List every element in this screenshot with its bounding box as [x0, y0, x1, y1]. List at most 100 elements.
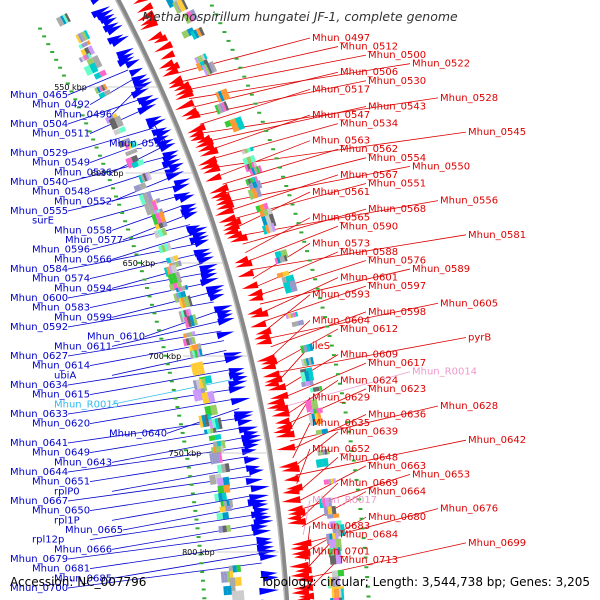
- outer-feature-block: [215, 88, 231, 103]
- feature-stripe: [241, 149, 246, 155]
- feature-stripe: [130, 148, 138, 155]
- inner-feature-block: [167, 271, 183, 286]
- feature-stripe: [163, 243, 169, 252]
- feature-stripe: [207, 390, 216, 403]
- inner-marker: [38, 27, 43, 30]
- feature-stripe: [83, 41, 89, 47]
- feature-stripe: [235, 576, 242, 587]
- right-gene-label: Mhun_0617: [368, 358, 426, 369]
- left-gene-label: Mhun_0641: [10, 438, 68, 449]
- inner-marker: [107, 179, 112, 182]
- right-leader-line: [213, 123, 339, 159]
- outer-feature-block: [326, 513, 340, 519]
- inner-marker: [104, 170, 109, 173]
- left-leader-line: [89, 427, 243, 454]
- outer-marker: [327, 335, 332, 338]
- feature-stripe: [268, 213, 277, 227]
- kbp-tick-label: 550 kbp: [54, 83, 87, 92]
- outer-marker: [347, 430, 352, 433]
- forward-gene-arrow-shape: [260, 357, 278, 365]
- right-leader-line: [289, 405, 439, 442]
- feature-stripe: [173, 293, 179, 304]
- forward-gene-arrow-shape: [294, 552, 310, 560]
- forward-gene-arrow: [235, 259, 253, 268]
- forward-gene-arrow-shape: [185, 110, 201, 120]
- inner-marker: [175, 406, 180, 409]
- feature-stripe: [276, 272, 281, 279]
- left-gene-label: Mhun_0549: [32, 158, 90, 169]
- inner-marker: [202, 597, 207, 600]
- outer-feature-block: [317, 448, 330, 456]
- reverse-gene-arrow: [199, 277, 219, 287]
- feature-stripe: [301, 381, 306, 388]
- forward-gene-arrow-shape: [175, 85, 194, 96]
- left-gene-label: Mhun_0504: [10, 119, 68, 130]
- forward-gene-arrow-shape: [223, 226, 240, 235]
- forward-gene-arrow: [266, 401, 286, 409]
- feature-stripe: [218, 492, 224, 501]
- inner-feature-block: [93, 69, 107, 80]
- outer-marker: [354, 478, 359, 481]
- feature-stripe: [307, 357, 312, 366]
- feature-stripe: [209, 453, 214, 465]
- reverse-gene-arrow: [249, 494, 269, 502]
- feature-stripe: [319, 407, 323, 414]
- accession-text: Accession: NC_007796: [10, 575, 147, 589]
- kbp-tick-label: 700 kbp: [149, 352, 182, 361]
- feature-stripe: [336, 588, 340, 600]
- genome-title: Methanospirillum hungatei JF-1, complete…: [142, 9, 458, 24]
- reverse-gene-arrow-shape: [262, 574, 279, 582]
- feature-stripe: [98, 91, 106, 99]
- outer-marker: [284, 185, 289, 188]
- forward-gene-arrow-shape: [276, 443, 296, 451]
- inner-marker: [154, 320, 159, 323]
- right-leader-line: [283, 371, 411, 408]
- feature-stripe: [203, 429, 208, 435]
- left-gene-label: Mhun_0583: [32, 303, 90, 314]
- forward-gene-arrow-shape: [247, 307, 264, 315]
- kbp-tick-label: 650 kbp: [123, 259, 156, 268]
- forward-gene-arrow-shape: [247, 288, 264, 297]
- feature-stripe: [78, 44, 83, 50]
- feature-stripe: [172, 2, 180, 14]
- right-gene-label: Mhun_0573: [312, 238, 370, 249]
- right-gene-label: Mhun_0680: [368, 512, 426, 523]
- feature-stripe: [217, 417, 223, 430]
- right-gene-label: Mhun_0506: [340, 67, 398, 78]
- inner-feature-block: [125, 148, 138, 157]
- inner-feature-block: [78, 40, 91, 50]
- left-leader-line: [89, 195, 181, 222]
- outer-feature-block: [214, 101, 230, 115]
- feature-stripe: [339, 524, 346, 537]
- left-gene-label: Mhun_0552: [54, 196, 112, 207]
- left-gene-label: Mhun_0496: [54, 109, 112, 120]
- right-gene-label: Mhun_0663: [368, 461, 426, 472]
- forward-gene-arrow: [175, 99, 195, 111]
- forward-gene-arrow: [264, 375, 283, 383]
- outer-feature-block: [301, 380, 314, 388]
- outer-marker: [310, 268, 315, 271]
- forward-gene-arrow-shape: [136, 2, 154, 14]
- feature-stripe: [155, 197, 161, 204]
- feature-stripe: [160, 244, 167, 253]
- feature-stripe: [226, 524, 232, 533]
- forward-gene-arrow: [158, 59, 175, 69]
- forward-gene-arrow-shape: [190, 132, 205, 142]
- right-gene-label: Mhun_0609: [340, 350, 398, 361]
- left-gene-label: Mhun_0596: [32, 245, 90, 256]
- left-gene-label: Mhun_0633: [10, 409, 68, 420]
- feature-stripe: [255, 165, 261, 174]
- feature-stripe: [310, 398, 319, 412]
- right-leader-line: [281, 362, 367, 399]
- forward-gene-arrow-shape: [288, 508, 306, 516]
- forward-gene-arrow: [275, 430, 295, 438]
- forward-gene-arrow-shape: [216, 200, 235, 210]
- feature-stripe: [138, 193, 146, 205]
- feature-stripe: [223, 101, 230, 111]
- right-leader-line: [291, 414, 367, 450]
- right-gene-label: pyrB: [468, 333, 491, 344]
- feature-stripe: [223, 484, 231, 494]
- feature-stripe: [85, 53, 90, 60]
- forward-gene-arrow: [187, 123, 207, 134]
- outer-feature-block: [331, 588, 345, 600]
